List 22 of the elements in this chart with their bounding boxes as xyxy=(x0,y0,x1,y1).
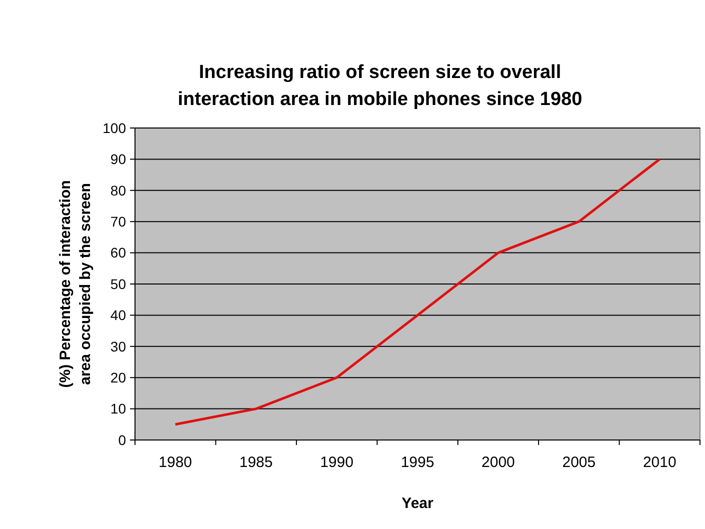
x-tick-label: 2005 xyxy=(562,454,596,471)
line-series xyxy=(174,158,661,426)
y-axis-title: (%) Percentage of interaction area occupied by the screen xyxy=(57,180,94,388)
x-tick-label: 1995 xyxy=(400,454,434,471)
x-tick-label: 2000 xyxy=(482,454,515,471)
x-tick-label: 1990 xyxy=(320,454,354,471)
y-tick-label: 80 xyxy=(110,182,126,198)
y-tick-label: 30 xyxy=(110,338,126,354)
y-tick-label: 20 xyxy=(110,370,126,386)
x-tick-label: 1980 xyxy=(158,454,192,471)
y-tick-label: 10 xyxy=(110,400,126,417)
y-tick-label: 70 xyxy=(110,214,126,230)
y-tick-label: 50 xyxy=(110,276,126,292)
x-tick-label: 1985 xyxy=(239,454,273,471)
y-tick-label: 60 xyxy=(110,244,126,261)
y-tick-label: 90 xyxy=(110,151,126,168)
x-axis-title: Year xyxy=(402,495,434,512)
chart-title: Increasing ratio of screen size to overall interaction area in mobile phones since 1980 xyxy=(178,62,582,110)
y-tick-label: 0 xyxy=(118,432,126,448)
x-tick-label: 2010 xyxy=(642,454,676,471)
y-tick-label: 100 xyxy=(102,120,126,136)
y-tick-label: 40 xyxy=(110,307,126,324)
